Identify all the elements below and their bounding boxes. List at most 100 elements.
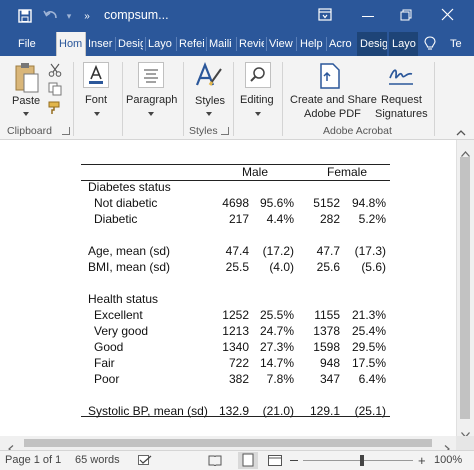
table-cell-m-n: 217: [228, 212, 249, 226]
table-row-label: Diabetes status: [88, 180, 171, 194]
create-pdf-icon[interactable]: [318, 61, 344, 91]
table-row-label: Excellent: [94, 308, 143, 322]
scroll-up-icon[interactable]: [461, 144, 470, 162]
font-button[interactable]: Font: [85, 94, 108, 106]
customize-toolbar-icon[interactable]: »: [84, 10, 90, 22]
create-share-pdf-button-line2[interactable]: Adobe PDF: [304, 108, 361, 120]
table-row-label: Age, mean (sd): [88, 244, 171, 258]
tab-file[interactable]: File: [18, 38, 36, 50]
document-page[interactable]: Male Female Diabetes status Not diabetic 4…: [0, 140, 456, 436]
table-cell-f-n: 1155: [314, 308, 340, 322]
zoom-in-icon[interactable]: +: [418, 453, 426, 468]
editing-button[interactable]: Editing: [240, 94, 274, 106]
clipboard-launcher-icon[interactable]: [62, 127, 70, 135]
tab-design[interactable]: Desig: [118, 38, 143, 50]
styles-dropdown-icon[interactable]: [206, 112, 212, 116]
status-bar: Page 1 of 1 65 words + 100%: [0, 450, 474, 470]
clipboard-group-label: Clipboard: [7, 125, 52, 137]
styles-button[interactable]: Styles: [195, 95, 225, 107]
word-count[interactable]: 65 words: [75, 454, 120, 466]
tab-table-layout[interactable]: Layo: [389, 32, 418, 56]
collapse-ribbon-icon[interactable]: [456, 124, 466, 136]
group-separator: [282, 62, 283, 136]
paragraph-dropdown-icon[interactable]: [148, 112, 154, 116]
font-dropdown-icon[interactable]: [94, 112, 100, 116]
table-cell-m-n: 47.4: [225, 244, 249, 258]
tab-layout[interactable]: Layo: [148, 38, 172, 50]
paragraph-icon[interactable]: [138, 62, 164, 88]
table-cell-f-n: 5152: [313, 196, 340, 210]
tab-home[interactable]: Hom: [56, 32, 86, 56]
save-icon[interactable]: [16, 7, 34, 25]
table-cell-f-n: 1378: [313, 324, 340, 338]
tab-separator: [145, 37, 146, 51]
tab-mailings[interactable]: Maili: [209, 38, 232, 50]
read-mode-icon[interactable]: [208, 455, 222, 469]
table-cell-m-n: 1340: [222, 340, 249, 354]
tab-separator: [115, 37, 116, 51]
web-layout-icon[interactable]: [268, 455, 282, 469]
tab-references[interactable]: Refei: [179, 38, 204, 50]
close-icon[interactable]: [441, 8, 454, 24]
table-cell-f-n: 129.1: [309, 404, 340, 418]
paste-icon[interactable]: [14, 62, 40, 96]
table-cell-m-n: 4698: [222, 196, 249, 210]
table-row-label: Systolic BP, mean (sd): [88, 404, 208, 418]
document-area: Male Female Diabetes status Not diabetic 4…: [0, 140, 474, 453]
horizontal-scrollbar[interactable]: [0, 436, 456, 453]
table-row-label: Health status: [88, 292, 159, 306]
group-separator: [434, 62, 435, 136]
font-icon[interactable]: [83, 62, 109, 88]
restore-icon[interactable]: [400, 9, 412, 24]
zoom-out-icon[interactable]: [290, 460, 298, 461]
table-cell-f-p: 25.4%: [351, 324, 386, 338]
undo-icon[interactable]: [42, 7, 60, 25]
tab-separator: [296, 37, 297, 51]
styles-icon[interactable]: [194, 61, 224, 91]
editing-dropdown-icon[interactable]: [255, 112, 261, 116]
page-count[interactable]: Page 1 of 1: [5, 454, 62, 466]
tab-insert[interactable]: Inser: [88, 38, 113, 50]
tab-review[interactable]: Revie: [239, 38, 264, 50]
request-signatures-button[interactable]: Request: [381, 94, 422, 106]
styles-launcher-icon[interactable]: [221, 127, 229, 135]
zoom-slider-thumb[interactable]: [360, 455, 364, 466]
tab-tell-me[interactable]: Te: [450, 38, 462, 50]
tab-separator: [326, 37, 327, 51]
styles-group-label: Styles: [189, 125, 218, 137]
vertical-scroll-thumb[interactable]: [460, 157, 470, 419]
horizontal-scroll-thumb[interactable]: [24, 439, 432, 447]
paste-dropdown-icon[interactable]: [23, 112, 29, 116]
ribbon-display-options-icon[interactable]: [318, 8, 332, 24]
search-icon[interactable]: [245, 62, 271, 88]
table-cell-f-n: 25.6: [316, 260, 340, 274]
proofing-icon[interactable]: [138, 455, 152, 469]
paste-button[interactable]: Paste: [12, 95, 41, 107]
tab-table-design[interactable]: Desig: [357, 32, 387, 56]
copy-icon[interactable]: [48, 82, 62, 96]
table-cell-m-n: 1252: [222, 308, 249, 322]
table-header-rule: [81, 180, 390, 181]
cut-icon[interactable]: [48, 63, 62, 77]
table-cell-m-n: 722: [228, 356, 249, 370]
table-cell-f-p: 21.3%: [351, 308, 386, 322]
table-row-label: Good: [94, 340, 124, 354]
lightbulb-icon[interactable]: [424, 32, 440, 56]
tab-help[interactable]: Help: [300, 38, 323, 50]
request-signatures-button-line2[interactable]: Signatures: [375, 108, 428, 120]
tab-acrobat[interactable]: Acro: [329, 38, 352, 50]
format-painter-icon[interactable]: [48, 101, 62, 115]
tab-view[interactable]: View: [269, 38, 293, 50]
print-layout-icon[interactable]: [238, 452, 258, 469]
zoom-slider-track[interactable]: [303, 460, 413, 461]
undo-dropdown-icon[interactable]: ▾: [66, 10, 72, 21]
table-cell-m-p: 7.8%: [266, 372, 294, 386]
paragraph-button[interactable]: Paragraph: [126, 94, 178, 106]
minimize-icon[interactable]: [362, 16, 374, 17]
vertical-scrollbar[interactable]: [456, 140, 474, 438]
zoom-level[interactable]: 100%: [434, 454, 463, 466]
create-share-pdf-button[interactable]: Create and Share: [290, 94, 377, 106]
table-row-label: Poor: [94, 372, 120, 386]
request-signatures-icon[interactable]: [386, 62, 416, 90]
table-cell-m-n: 382: [228, 372, 249, 386]
